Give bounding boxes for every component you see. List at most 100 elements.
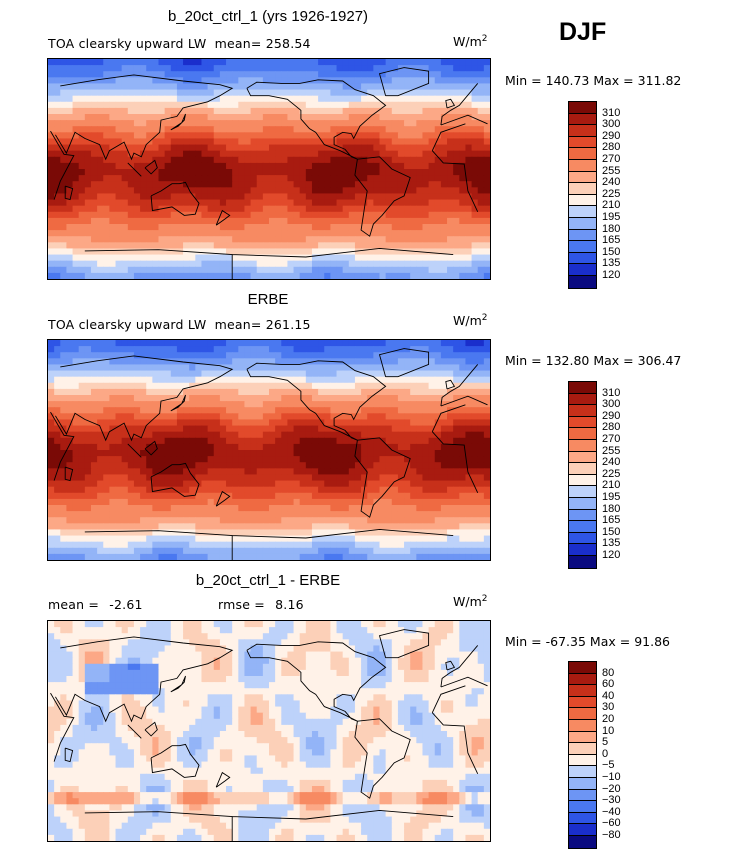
field-cell <box>121 498 129 506</box>
field-cell <box>354 346 362 353</box>
field-cell <box>60 364 68 372</box>
field-cell <box>299 114 307 121</box>
field-cell <box>311 370 319 378</box>
field-cell <box>459 156 467 164</box>
field-cell <box>354 260 362 268</box>
field-cell <box>336 89 344 97</box>
field-cell <box>133 523 141 531</box>
field-cell <box>183 71 190 78</box>
field-cell <box>281 169 289 176</box>
field-cell <box>465 395 473 402</box>
field-cell <box>422 450 430 457</box>
field-cell <box>324 236 331 243</box>
field-cell <box>60 376 68 384</box>
field-cell <box>459 382 467 390</box>
field-cell <box>250 431 258 439</box>
field-cell <box>72 450 80 457</box>
field-cell <box>348 101 356 109</box>
field-cell <box>447 236 454 243</box>
field-cell <box>422 370 430 378</box>
field-cell <box>391 346 399 353</box>
field-cell <box>244 59 252 66</box>
field-cell <box>54 523 61 531</box>
field-cell <box>299 474 307 482</box>
field-cell <box>318 59 325 66</box>
field-cell <box>97 523 104 531</box>
field-cell <box>361 114 368 121</box>
field-cell <box>164 407 172 414</box>
field-cell <box>336 150 344 158</box>
field-cell <box>459 169 467 176</box>
panel-1-min-value: 140.73 <box>545 73 590 88</box>
field-cell <box>244 462 252 469</box>
field-cell <box>416 254 424 262</box>
field-cell <box>84 107 92 115</box>
field-cell <box>48 480 55 488</box>
field-cell <box>213 401 221 408</box>
field-cell <box>299 101 307 109</box>
field-cell <box>311 437 319 445</box>
field-cell <box>397 376 405 384</box>
field-cell <box>379 107 387 115</box>
field-cell <box>262 205 270 213</box>
field-cell <box>78 83 86 91</box>
field-cell <box>54 193 61 201</box>
field-cell <box>385 529 393 537</box>
field-cell <box>78 242 86 250</box>
field-cell <box>367 144 374 152</box>
field-cell <box>299 162 307 170</box>
field-cell <box>385 474 393 482</box>
field-cell <box>434 230 442 237</box>
field-cell <box>477 199 485 207</box>
field-cell <box>54 175 61 182</box>
field-cell <box>385 523 393 531</box>
field-cell <box>404 407 411 414</box>
field-cell <box>428 443 436 451</box>
field-cell <box>281 242 289 250</box>
field-cell <box>354 132 362 140</box>
field-cell <box>293 407 301 414</box>
field-cell <box>367 462 374 469</box>
field-cell <box>293 266 301 274</box>
field-cell <box>354 77 362 85</box>
field-cell <box>109 407 117 414</box>
field-cell <box>90 266 98 274</box>
field-cell <box>311 120 319 127</box>
field-cell <box>164 340 172 347</box>
field-cell <box>330 413 338 421</box>
field-cell <box>232 523 239 531</box>
field-cell <box>391 181 399 188</box>
field-cell <box>465 126 473 133</box>
field-cell <box>342 138 350 146</box>
field-cell <box>281 132 289 140</box>
field-cell <box>447 388 454 396</box>
field-cell <box>447 529 454 537</box>
field-cell <box>164 443 172 451</box>
field-cell <box>109 156 117 164</box>
field-cell <box>213 71 221 78</box>
field-cell <box>226 126 233 133</box>
field-cell <box>256 242 264 250</box>
field-cell <box>293 101 301 109</box>
field-cell <box>121 156 129 164</box>
field-cell <box>72 205 80 213</box>
field-cell <box>256 254 264 262</box>
field-cell <box>176 480 184 488</box>
field-cell <box>348 443 356 451</box>
field-cell <box>391 388 399 396</box>
field-cell <box>385 370 393 378</box>
field-cell <box>275 236 282 243</box>
field-cell <box>342 169 350 176</box>
field-cell <box>391 498 399 506</box>
field-cell <box>201 352 209 359</box>
field-cell <box>121 535 129 543</box>
field-cell <box>195 511 203 518</box>
field-cell <box>158 181 166 188</box>
field-cell <box>84 169 92 176</box>
field-cell <box>48 77 55 85</box>
field-cell <box>97 162 104 170</box>
field-cell <box>238 437 246 445</box>
field-cell <box>404 126 411 133</box>
field-cell <box>287 77 295 85</box>
field-cell <box>422 413 430 421</box>
